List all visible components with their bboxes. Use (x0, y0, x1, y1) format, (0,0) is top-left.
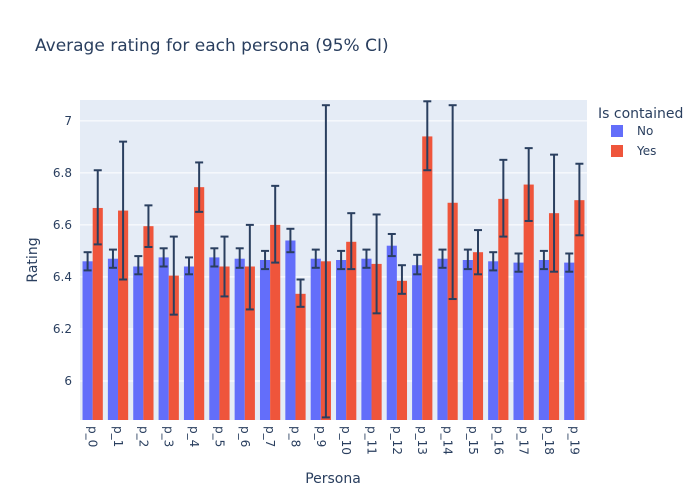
x-tick-label: p_2 (136, 426, 150, 447)
legend-swatch-no (611, 125, 623, 137)
bar-no (285, 240, 296, 420)
x-axis-ticks: p_0 p_1 p_2 p_3 p_4 p_5 p_6 p_7 p_8 p_9 p_10 p_11 p_… (86, 426, 582, 455)
y-axis-title: Rating (25, 237, 41, 282)
bar-no (412, 265, 423, 420)
legend-label-yes: Yes (636, 144, 656, 158)
y-tick-label: 6.8 (53, 166, 72, 180)
bar-no (259, 260, 271, 420)
bar-no (209, 257, 220, 420)
x-tick-label: p_17 (517, 426, 531, 455)
bar-yes (143, 226, 154, 420)
bar-yes (270, 224, 281, 420)
x-tick-label: p_11 (365, 426, 379, 455)
y-tick-label: 6.6 (53, 218, 72, 232)
bar-no (82, 261, 93, 420)
y-tick-label: 6.2 (53, 322, 72, 336)
legend-label-no: No (637, 124, 653, 138)
x-tick-label: p_3 (162, 426, 176, 447)
x-tick-label: p_1 (111, 426, 125, 447)
bar-no (310, 258, 321, 420)
bar-no (386, 245, 397, 420)
y-axis-ticks: 6 6.2 6.4 6.6 6.8 7 (53, 114, 72, 388)
legend: Is contained No Yes (598, 106, 683, 158)
y-tick-label: 6.4 (53, 270, 72, 284)
bar-yes (472, 252, 484, 420)
x-tick-label: p_14 (441, 426, 455, 455)
bar-no (107, 258, 119, 420)
bar-no (437, 258, 448, 420)
bar-yes (396, 280, 408, 420)
bar-yes (574, 200, 585, 420)
x-tick-label: p_15 (466, 426, 480, 455)
x-tick-label: p_19 (567, 426, 581, 455)
y-tick-label: 7 (64, 114, 72, 128)
x-tick-label: p_4 (187, 426, 201, 447)
bar-yes (346, 241, 357, 420)
x-tick-label: p_7 (263, 426, 277, 447)
x-tick-label: p_10 (339, 426, 353, 455)
x-tick-label: p_5 (212, 426, 226, 447)
bar-no (462, 260, 473, 420)
x-tick-label: p_13 (415, 426, 429, 455)
y-tick-label: 6 (64, 374, 72, 388)
bar-yes (295, 293, 306, 420)
bar-no (538, 260, 549, 420)
bar-yes (371, 263, 382, 420)
bar-no (513, 262, 524, 420)
plot-area (80, 100, 587, 420)
x-tick-label: p_6 (238, 426, 252, 447)
x-tick-label: p_18 (542, 426, 556, 455)
bar-yes (447, 202, 458, 420)
bar-no (361, 258, 372, 420)
x-tick-label: p_8 (288, 426, 302, 447)
bar-yes (523, 184, 534, 420)
bar-no (336, 260, 347, 420)
bar-no (564, 262, 575, 420)
bar-yes (219, 266, 230, 420)
bar-yes (92, 207, 103, 420)
bar-yes (498, 198, 509, 420)
bar-no (234, 258, 245, 420)
x-tick-label: p_0 (86, 426, 100, 447)
x-axis-title: Persona (305, 471, 361, 487)
bar-yes (548, 213, 560, 420)
legend-title: Is contained (598, 106, 683, 122)
bar-yes (118, 210, 129, 420)
x-tick-label: p_12 (390, 426, 404, 455)
legend-swatch-yes (611, 145, 623, 157)
bar-yes (422, 136, 433, 420)
chart-title: Average rating for each persona (95% CI) (35, 36, 389, 56)
bar-no (488, 261, 499, 420)
bar-yes (244, 266, 255, 420)
bar-no (133, 266, 144, 420)
error-bars (83, 100, 584, 419)
bar-no (158, 257, 169, 420)
x-tick-label: p_16 (491, 426, 505, 455)
x-tick-label: p_9 (314, 426, 328, 447)
bar-yes (168, 275, 179, 420)
bar-no (183, 266, 195, 420)
bar-yes (194, 187, 205, 420)
